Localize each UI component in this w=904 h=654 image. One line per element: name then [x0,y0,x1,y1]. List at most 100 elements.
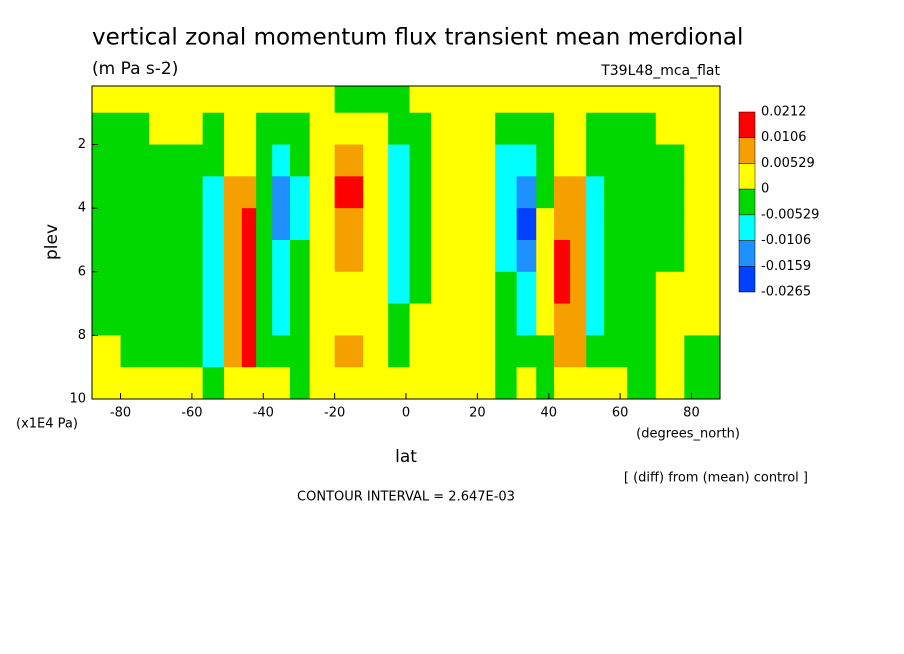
field-cell [473,335,496,368]
field-cell [149,303,179,336]
field-cell [256,335,273,368]
field-cell [272,303,291,336]
chart-title: vertical zonal momentum flux transient m… [92,25,743,51]
field-cell [516,176,537,209]
field-cell [586,176,605,209]
field-cell [655,367,685,400]
field-cell [452,144,475,177]
field-cell [290,335,311,368]
field-cell [224,303,243,336]
field-cell [536,303,555,336]
field-cell [334,144,364,177]
field-cell [430,303,453,336]
field-cell [256,86,273,114]
field-cell [202,144,225,177]
field-cell [536,176,555,209]
field-cell [536,239,555,273]
field-cell [92,86,122,114]
field-cell [655,86,685,114]
field-cell [309,335,336,368]
field-cell [536,208,555,241]
field-cell [177,367,204,400]
field-cell [684,303,721,336]
field-cell [495,176,518,209]
field-cell [334,271,364,305]
field-cell [363,112,389,146]
field-cell [290,208,311,241]
field-cell [473,239,496,273]
field-cell [334,208,364,241]
field-cell [586,335,605,368]
field-cell [430,335,453,368]
chart-subtitle: (m Pa s-2) [92,59,178,79]
field-cell [684,86,721,114]
x-tick-label: 0 [402,406,410,421]
field-cell [430,86,453,114]
field-cell [334,303,364,336]
field-cell [570,303,587,336]
field-cell [149,367,179,400]
field-cell [363,208,389,241]
field-cell [272,144,291,177]
field-cell [241,208,257,241]
field-cell [627,271,657,305]
field-cell [256,367,273,400]
y-tick-label: 8 [78,328,86,343]
field-cell [452,239,475,273]
field-cell [516,239,537,273]
field-cell [604,335,628,368]
field-cell [92,271,122,305]
field-cell [604,144,628,177]
field-cell [363,271,389,305]
field-cell [120,86,150,114]
field-cell [586,367,605,400]
field-cell [120,176,150,209]
field-cell [309,86,336,114]
field-cell [202,86,225,114]
field-cell [554,239,571,273]
field-cell [334,176,364,209]
colorbar-label: 0 [761,182,769,197]
field-cell [452,208,475,241]
field-cell [516,86,537,114]
field-cell [554,86,571,114]
colorbar-label: 0.0212 [761,105,807,120]
field-cell [92,367,122,400]
run-label: T39L48_mca_flat [600,63,720,79]
field-cell [554,144,571,177]
field-cell [241,239,257,273]
field-cell [177,112,204,146]
field-cell [409,144,432,177]
field-cell [684,144,721,177]
field-cell [224,144,243,177]
field-cell [272,208,291,241]
field-cell [495,367,518,400]
field-cell [627,86,657,114]
field-cell [388,144,411,177]
colorbar-label: -0.0159 [761,259,811,274]
field-cell [452,176,475,209]
field-cell [516,367,537,400]
x-tick-label: -40 [253,406,274,421]
field-cell [363,335,389,368]
field-cell [516,208,537,241]
colorbar-swatch [738,188,756,216]
field-cell [452,271,475,305]
x-tick-label: 60 [612,406,629,421]
field-cell [388,112,411,146]
field-cell [177,208,204,241]
field-cell [655,208,685,241]
field-cell [177,86,204,114]
field-cell [363,176,389,209]
field-cell [655,144,685,177]
field-cell [473,208,496,241]
field-cell [177,239,204,273]
field-cell [586,239,605,273]
field-cell [120,303,150,336]
field-cell [473,144,496,177]
field-cell [627,208,657,241]
field-cell [290,303,311,336]
field-cell [684,112,721,146]
field-cell [536,144,555,177]
y-tick-label: 4 [78,201,86,216]
